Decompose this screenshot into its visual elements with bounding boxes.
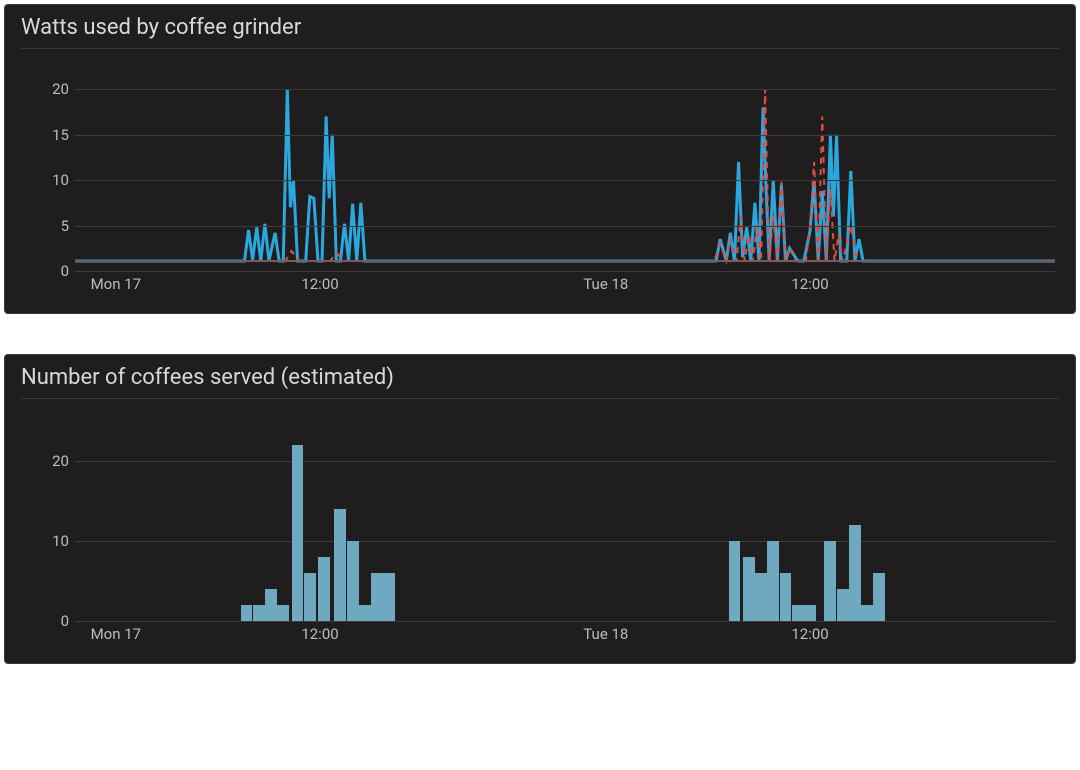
grid-line <box>75 226 1055 227</box>
bar <box>780 573 792 621</box>
watts-panel: Watts used by coffee grinder 0 5 10 15 20 Mo… <box>4 4 1076 314</box>
grid-line <box>75 541 1055 542</box>
bar <box>383 573 395 621</box>
coffees-chart: 0 10 20 Mon 17 12:00 Tue 18 12:00 <box>21 421 1059 649</box>
y-tick-label: 20 <box>52 80 69 98</box>
bar <box>743 557 755 621</box>
x-tick-label: Mon 17 <box>91 625 142 643</box>
bar <box>347 541 359 621</box>
bar <box>849 525 861 621</box>
x-tick-label: Mon 17 <box>91 275 142 293</box>
watts-plot-area <box>75 71 1055 271</box>
bar <box>861 605 873 621</box>
x-tick-label: 12:00 <box>791 625 828 643</box>
y-tick-label: 15 <box>52 126 69 144</box>
bar <box>873 573 885 621</box>
bar <box>837 589 849 621</box>
bar <box>729 541 741 621</box>
x-tick-label: Tue 18 <box>583 625 628 643</box>
threshold-line <box>75 260 1055 262</box>
coffees-y-axis: 01020 <box>21 421 75 621</box>
x-tick-label: 12:00 <box>791 275 828 293</box>
series-watts-blue <box>75 89 1055 261</box>
y-tick-label: 10 <box>52 171 69 189</box>
bar <box>241 605 253 621</box>
bar <box>792 605 804 621</box>
coffees-plot-area <box>75 421 1055 621</box>
coffees-panel: Number of coffees served (estimated) 0 10… <box>4 354 1076 664</box>
bar <box>334 509 346 621</box>
y-tick-label: 5 <box>61 217 69 235</box>
x-tick-label: Tue 18 <box>583 275 628 293</box>
x-tick-label: 12:00 <box>301 625 338 643</box>
grid-line <box>75 461 1055 462</box>
grid-line <box>75 135 1055 136</box>
bar <box>292 445 304 621</box>
coffees-title: Number of coffees served (estimated) <box>21 365 1059 399</box>
coffees-x-axis: Mon 17 12:00 Tue 18 12:00 <box>75 621 1055 649</box>
bar <box>755 573 767 621</box>
series-watts-red <box>75 89 1055 261</box>
bar <box>767 541 779 621</box>
bar <box>824 541 836 621</box>
grid-line <box>75 89 1055 90</box>
watts-y-axis: 05101520 <box>21 71 75 271</box>
bar <box>371 573 383 621</box>
y-tick-label: 10 <box>52 532 69 550</box>
watts-lines-svg <box>75 71 1055 271</box>
watts-chart: 0 5 10 15 20 Mon 17 12:00 Tue 18 12:00 <box>21 71 1059 299</box>
y-tick-label: 0 <box>61 612 69 630</box>
bar <box>277 605 289 621</box>
watts-title: Watts used by coffee grinder <box>21 15 1059 49</box>
bar <box>318 557 330 621</box>
grid-line <box>75 180 1055 181</box>
y-tick-label: 20 <box>52 452 69 470</box>
bar <box>265 589 277 621</box>
watts-x-axis: Mon 17 12:00 Tue 18 12:00 <box>75 271 1055 299</box>
bar <box>359 605 371 621</box>
x-tick-label: 12:00 <box>301 275 338 293</box>
bar <box>304 573 316 621</box>
bar <box>804 605 816 621</box>
bar <box>253 605 265 621</box>
y-tick-label: 0 <box>61 262 69 280</box>
